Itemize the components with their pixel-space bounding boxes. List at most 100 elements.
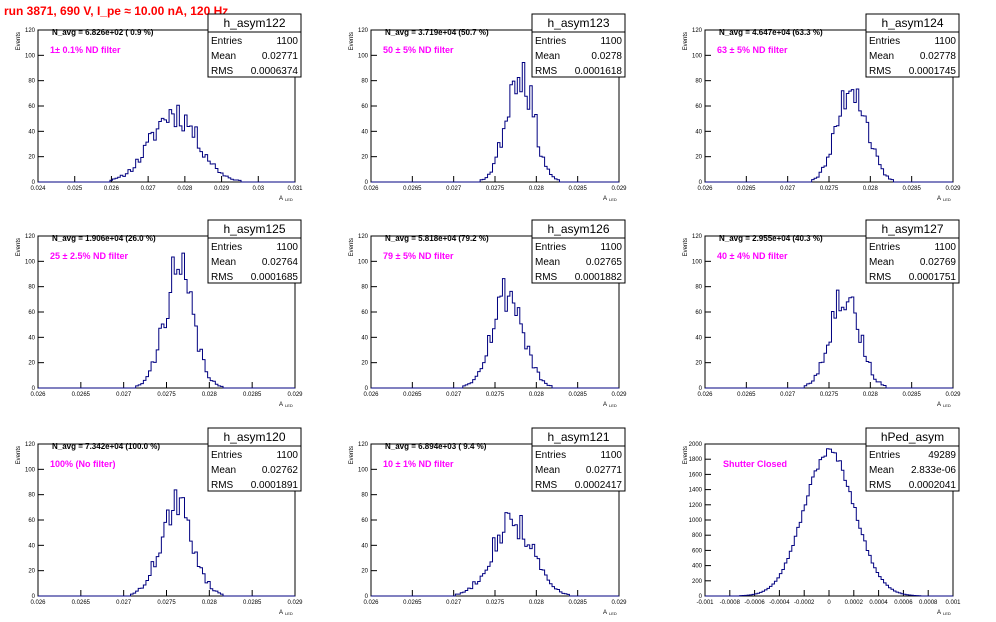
histogram-name: h_asym125: [223, 222, 285, 236]
stat-label: Mean: [869, 51, 894, 62]
x-tick-label: 0.027: [446, 186, 462, 192]
x-axis-label: A LED: [603, 610, 617, 616]
stat-value: 0.0001882: [575, 272, 623, 283]
stat-label: Entries: [535, 36, 566, 47]
stats-box: [207, 427, 302, 492]
stat-value: 0.0002041: [909, 480, 957, 491]
stat-label: RMS: [869, 480, 892, 491]
y-tick-label: 20: [695, 155, 702, 161]
n-avg-label: N_avg = 6.894e+03 ( 9.4 %): [385, 442, 487, 451]
y-tick-label: 0: [32, 594, 36, 600]
stat-value: 0.02778: [920, 51, 957, 62]
y-tick-label: 120: [358, 234, 369, 240]
histogram-name: h_asym127: [881, 222, 943, 236]
stats-box: [865, 219, 960, 284]
histogram-name: h_asym124: [881, 16, 943, 30]
histogram-panel-h_asym126: 0 20 40 60 80 100 120 0.026 0.0265 0.027 0.0275 0.0…: [349, 219, 627, 408]
histogram-line: [38, 489, 295, 597]
y-tick-label: 100: [692, 53, 703, 59]
n-avg-label: N_avg = 7.342e+04 (100.0 %): [52, 442, 160, 451]
y-tick-label: 1000: [689, 518, 703, 524]
stats-box: [531, 219, 626, 284]
stat-value: 1100: [934, 242, 956, 253]
x-tick-label: 0.028: [863, 392, 879, 398]
y-tick-label: 0: [365, 180, 369, 186]
histogram-name: h_asym123: [547, 16, 609, 30]
histogram-line: [371, 278, 619, 389]
y-tick-label: 40: [695, 335, 702, 341]
y-tick-label: 100: [358, 467, 369, 473]
stat-label: Mean: [869, 257, 894, 268]
n-avg-label: N_avg = 1.906e+04 (26.0 %): [52, 234, 156, 243]
x-tick-label: 0.026: [363, 600, 379, 606]
x-tick-label: -0.0002: [794, 600, 815, 606]
y-tick-label: 40: [28, 543, 35, 549]
stat-value: 1100: [276, 242, 298, 253]
y-tick-label: 1400: [689, 488, 703, 494]
y-tick-label: 60: [28, 104, 35, 110]
x-tick-label: 0.001: [945, 600, 961, 606]
x-tick-label: 0.0008: [919, 600, 938, 606]
filter-label: 1± 0.1% ND filter: [50, 45, 121, 55]
y-tick-label: 80: [28, 493, 35, 499]
y-tick-label: 80: [361, 285, 368, 291]
x-tick-label: 0.028: [202, 392, 218, 398]
stat-label: Entries: [211, 450, 242, 461]
y-tick-label: 20: [695, 361, 702, 367]
stat-value: 0.0001745: [909, 66, 957, 77]
n-avg-label: N_avg = 5.818e+04 (79.2 %): [385, 234, 489, 243]
y-tick-label: 100: [25, 467, 36, 473]
stat-value: 1100: [600, 450, 622, 461]
y-tick-label: 120: [25, 234, 36, 240]
y-tick-label: 80: [361, 79, 368, 85]
stat-value: 0.02771: [262, 51, 299, 62]
stat-label: RMS: [535, 480, 558, 491]
filter-label: 100% (No filter): [50, 459, 116, 469]
y-tick-label: 80: [361, 493, 368, 499]
y-tick-label: 60: [28, 518, 35, 524]
y-tick-label: 80: [28, 285, 35, 291]
x-tick-label: 0.026: [363, 186, 379, 192]
y-tick-label: 40: [28, 335, 35, 341]
stat-value: 0.0001891: [251, 480, 299, 491]
x-tick-label: 0.0265: [72, 392, 91, 398]
x-tick-label: 0.0265: [737, 392, 756, 398]
x-tick-label: 0.029: [611, 186, 627, 192]
filter-label: Shutter Closed: [723, 459, 787, 469]
y-tick-label: 0: [699, 386, 703, 392]
x-tick-label: 0.0285: [568, 186, 587, 192]
x-tick-label: 0.026: [104, 186, 120, 192]
stat-value: 0.0001685: [251, 272, 299, 283]
x-tick-label: 0.0275: [486, 392, 505, 398]
y-axis-label: Events: [683, 238, 689, 256]
x-axis-label: A LED: [603, 196, 617, 202]
stat-value: 0.0006374: [251, 66, 299, 77]
x-tick-label: 0.029: [945, 392, 961, 398]
x-tick-label: 0.0275: [820, 392, 839, 398]
y-axis-label: Events: [16, 32, 22, 50]
x-tick-label: 0.0285: [902, 186, 921, 192]
y-tick-label: 0: [699, 594, 703, 600]
stats-box: [207, 219, 302, 284]
x-tick-label: 0.0265: [403, 392, 422, 398]
y-tick-label: 1200: [689, 503, 703, 509]
x-tick-label: 0.0275: [157, 392, 176, 398]
x-tick-label: 0.0002: [845, 600, 864, 606]
filter-label: 10 ± 1% ND filter: [383, 459, 454, 469]
histogram-name: h_asym121: [547, 430, 609, 444]
stat-label: RMS: [535, 66, 558, 77]
n-avg-label: N_avg = 2.955e+04 (40.3 %): [719, 234, 823, 243]
x-tick-label: 0.028: [529, 186, 545, 192]
stat-label: RMS: [869, 272, 892, 283]
y-tick-label: 120: [358, 28, 369, 34]
histogram-panel-hPed_asym: 0 200 400 600 800 1000 1200 1400 1600 1800 2000 -0.…: [683, 427, 961, 616]
y-tick-label: 100: [358, 53, 369, 59]
y-tick-label: 1600: [689, 472, 703, 478]
x-tick-label: 0.0285: [902, 392, 921, 398]
y-tick-label: 20: [28, 361, 35, 367]
x-tick-label: -0.0006: [744, 600, 765, 606]
stat-label: RMS: [211, 272, 234, 283]
y-tick-label: 80: [28, 79, 35, 85]
run-title: run 3871, 690 V, I_pe ≈ 10.00 nA, 120 Hz: [4, 4, 228, 18]
